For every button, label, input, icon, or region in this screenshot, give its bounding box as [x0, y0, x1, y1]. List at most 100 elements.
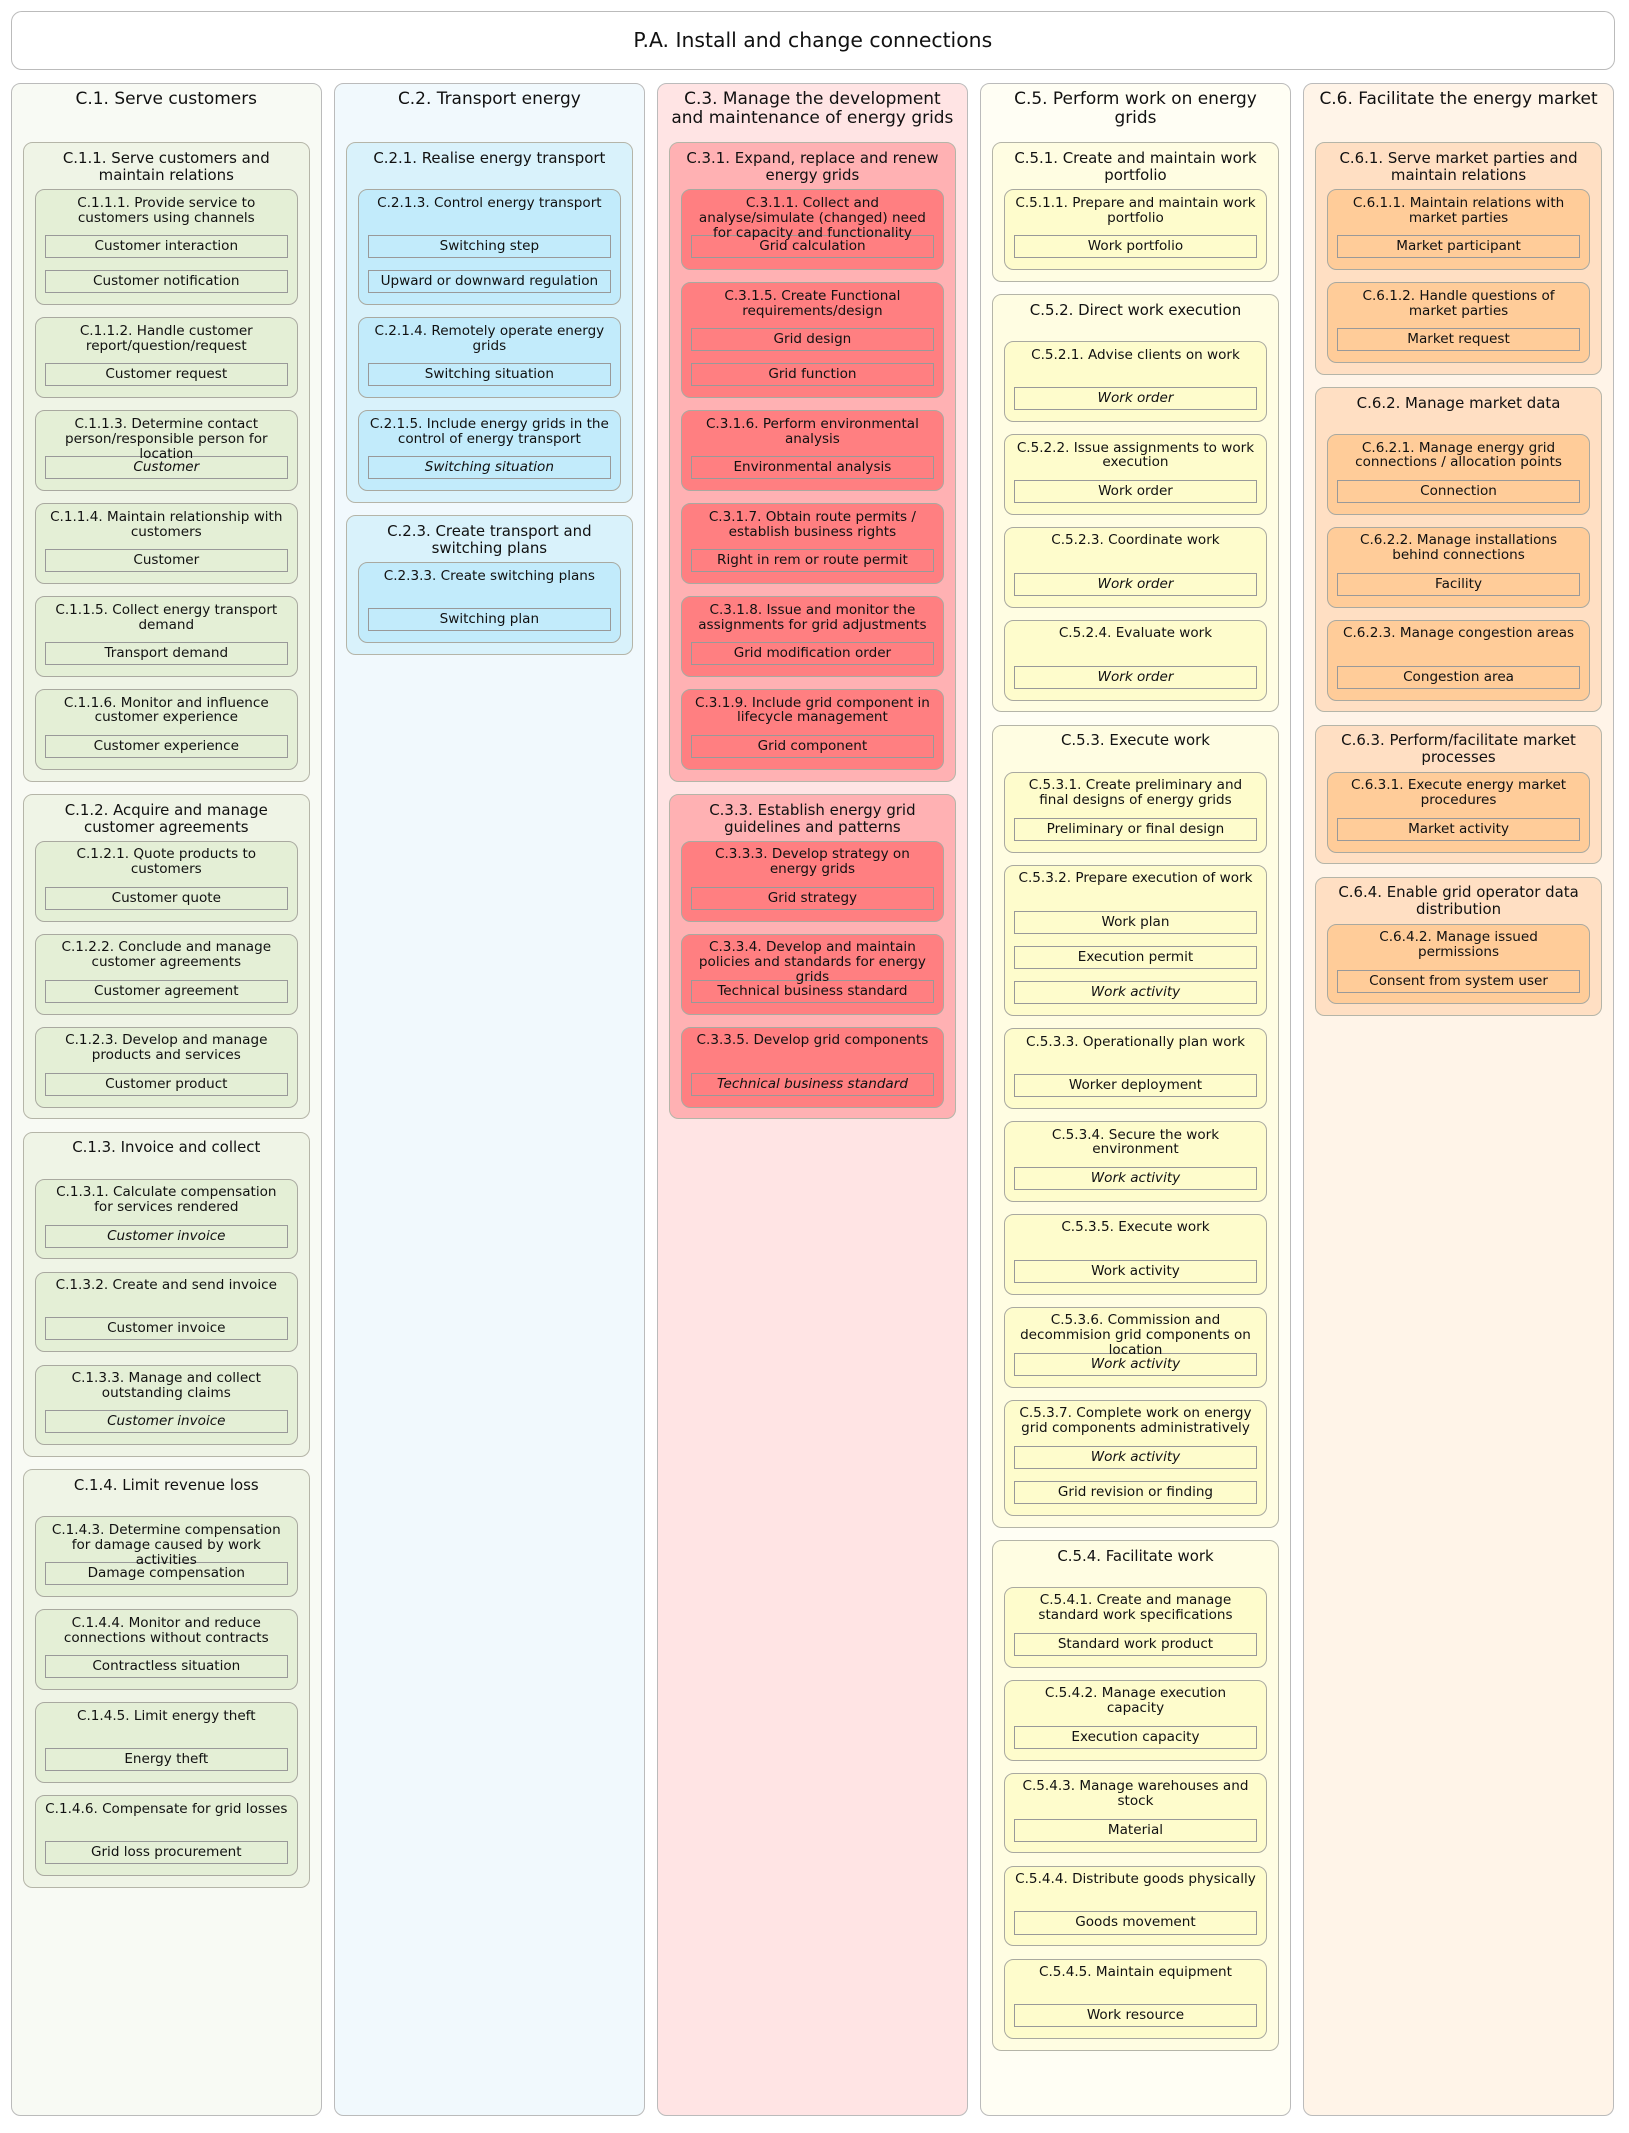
- capability-group: C.5.4. Facilitate work C.5.4.1. Create an…: [991, 1539, 1280, 2052]
- data-object-item: Grid revision or finding: [1014, 1480, 1257, 1504]
- group-title: C.3.1. Expand, replace and renew energy …: [686, 148, 939, 184]
- data-object-item: Market activity: [1337, 817, 1580, 841]
- process-box: C.3.1.7. Obtain route permits / establis…: [680, 503, 945, 584]
- data-object-item: Switching situation: [368, 363, 611, 387]
- capability-group: C.6.4. Enable grid operator data distrib…: [1314, 876, 1603, 1017]
- data-object-item: Damage compensation: [45, 1562, 288, 1586]
- data-object-item: Customer: [45, 456, 288, 480]
- data-object-item: Execution permit: [1014, 945, 1257, 969]
- process-title: C.5.3.3. Operationally plan work: [1025, 1033, 1245, 1050]
- process-title: C.3.1.9. Include grid component in lifec…: [694, 694, 930, 726]
- data-object-item: Work activity: [1014, 1259, 1257, 1283]
- process-box: C.5.3.4. Secure the work environment Work…: [1003, 1121, 1268, 1202]
- capability-group: C.1.3. Invoice and collect C.1.3.1. Calcu…: [22, 1131, 310, 1458]
- process-box: C.5.3.5. Execute work Work activity: [1003, 1213, 1268, 1295]
- process-title: C.6.1.1. Maintain relations with market …: [1352, 194, 1565, 226]
- process-box: C.1.4.3. Determine compensation for dama…: [34, 1516, 298, 1598]
- capability-group: C.2.1. Realise energy transport C.2.1.3. …: [345, 142, 633, 503]
- group-title: C.6.2. Manage market data: [1356, 393, 1561, 412]
- process-box: C.1.4.5. Limit energy theft Energy theft: [34, 1702, 298, 1783]
- data-object-item: Switching situation: [368, 456, 611, 480]
- data-object-item: Congestion area: [1337, 665, 1580, 689]
- process-box: C.1.1.6. Monitor and influence customer …: [34, 689, 298, 770]
- capability-column: C.2. Transport energy C.2.1. Realise ener…: [333, 82, 645, 2117]
- process-title: C.5.4.1. Create and manage standard work…: [1038, 1592, 1233, 1624]
- group-title: C.6.3. Perform/facilitate market process…: [1341, 731, 1576, 767]
- process-box: C.5.3.1. Create preliminary and final de…: [1003, 771, 1268, 853]
- data-object-item: Switching step: [368, 235, 611, 259]
- process-box: C.5.3.6. Commission and decommision grid…: [1003, 1306, 1268, 1388]
- capability-group: C.6.1. Serve market parties and maintain…: [1314, 142, 1603, 375]
- data-object-item: Goods movement: [1014, 1911, 1257, 1935]
- data-object-item: Connection: [1337, 479, 1580, 503]
- process-box: C.1.3.2. Create and send invoice Customer…: [34, 1271, 298, 1353]
- capability-columns: C.1. Serve customers C.1.1. Serve custome…: [10, 82, 1614, 2117]
- process-box: C.3.3.4. Develop and maintain policies a…: [680, 933, 945, 1015]
- process-box: C.1.1.4. Maintain relationship with cust…: [34, 503, 298, 584]
- process-title: C.3.3.5. Develop grid components: [696, 1032, 929, 1049]
- group-title: C.5.1. Create and maintain work portfoli…: [1014, 148, 1257, 184]
- process-title: C.1.3.1. Calculate compensation for serv…: [56, 1184, 277, 1216]
- process-title: C.5.3.5. Execute work: [1061, 1219, 1210, 1236]
- process-box: C.5.3.3. Operationally plan work Worker d…: [1003, 1028, 1268, 1109]
- capability-group: C.1.4. Limit revenue loss C.1.4.3. Determ…: [22, 1469, 310, 1888]
- process-title: C.3.1.1. Collect and analyse/simulate (c…: [698, 194, 926, 241]
- process-box: C.1.2.1. Quote products to customers Cust…: [34, 841, 298, 922]
- process-title: C.1.2.2. Conclude and manage customer ag…: [61, 939, 272, 971]
- process-title: C.3.1.5. Create Functional requirements/…: [724, 287, 901, 319]
- capability-group: C.5.2. Direct work execution C.5.2.1. Adv…: [991, 294, 1280, 713]
- process-title: C.1.1.3. Determine contact person/respon…: [65, 415, 268, 462]
- group-title: C.1.2. Acquire and manage customer agree…: [64, 800, 268, 836]
- process-title: C.3.3.3. Develop strategy on energy grid…: [714, 846, 910, 878]
- process-title: C.6.1.2. Handle questions of market part…: [1362, 287, 1555, 319]
- data-object-item: Right in rem or route permit: [691, 549, 934, 573]
- data-object-item: Grid calculation: [691, 235, 934, 259]
- column-title: C.6. Facilitate the energy market: [1319, 88, 1598, 109]
- data-object-item: Customer notification: [45, 270, 288, 294]
- process-title: C.5.3.7. Complete work on energy grid co…: [1019, 1405, 1252, 1437]
- data-object-item: Grid modification order: [691, 641, 934, 666]
- process-box: C.5.4.2. Manage execution capacity Execut…: [1003, 1679, 1268, 1761]
- process-title: C.5.3.2. Prepare execution of work: [1018, 870, 1253, 887]
- data-object-item: Customer experience: [45, 734, 288, 758]
- process-title: C.3.1.6. Perform environmental analysis: [705, 415, 919, 447]
- capability-group: C.3.3. Establish energy grid guidelines …: [668, 793, 956, 1120]
- process-title: C.5.1.1. Prepare and maintain work portf…: [1015, 194, 1256, 226]
- process-box: C.1.1.5. Collect energy transport demand…: [34, 596, 298, 677]
- data-object-item: Customer invoice: [45, 1410, 288, 1434]
- process-box: C.6.1.2. Handle questions of market part…: [1326, 282, 1591, 363]
- capability-column: C.1. Serve customers C.1.1. Serve custome…: [10, 82, 322, 2117]
- process-title: C.2.1.3. Control energy transport: [377, 194, 602, 211]
- process-title: C.3.1.7. Obtain route permits / establis…: [708, 508, 916, 540]
- data-object-item: Technical business standard: [691, 1072, 934, 1096]
- data-object-item: Work activity: [1014, 1352, 1257, 1376]
- data-object-item: Customer invoice: [45, 1224, 288, 1248]
- data-object-item: Contractless situation: [45, 1655, 288, 1679]
- capability-group: C.6.3. Perform/facilitate market process…: [1314, 724, 1603, 865]
- process-title: C.5.3.6. Commission and decommision grid…: [1020, 1312, 1251, 1359]
- capability-group: C.1.2. Acquire and manage customer agree…: [22, 793, 310, 1120]
- process-box: C.5.3.2. Prepare execution of work Work p…: [1003, 864, 1268, 1016]
- data-object-item: Transport demand: [45, 641, 288, 666]
- process-title: C.1.2.1. Quote products to customers: [76, 846, 257, 878]
- group-title: C.5.3. Execute work: [1061, 731, 1210, 750]
- capability-group: C.5.3. Execute work C.5.3.1. Create preli…: [991, 724, 1280, 1528]
- group-title: C.3.3. Establish energy grid guidelines …: [709, 800, 916, 836]
- column-title: C.2. Transport energy: [397, 88, 581, 109]
- process-title: C.6.2.3. Manage congestion areas: [1343, 625, 1575, 642]
- group-title: C.6.1. Serve market parties and maintain…: [1339, 148, 1578, 184]
- process-box: C.5.4.4. Distribute goods physically Good…: [1003, 1865, 1268, 1947]
- process-box: C.6.3.1. Execute energy market procedure…: [1326, 771, 1591, 853]
- process-box: C.5.2.1. Advise clients on work Work orde…: [1003, 341, 1268, 422]
- process-box: C.6.2.2. Manage installations behind con…: [1326, 527, 1591, 608]
- capability-column: C.5. Perform work on energy grids C.5.1. …: [980, 82, 1291, 2117]
- data-object-item: Material: [1014, 1818, 1257, 1842]
- group-title: C.2.1. Realise energy transport: [373, 148, 606, 167]
- process-box: C.2.3.3. Create switching plans Switching…: [357, 562, 622, 643]
- capability-group: C.2.3. Create transport and switching pl…: [345, 515, 633, 655]
- process-box: C.3.1.9. Include grid component in lifec…: [680, 689, 945, 770]
- data-object-item: Execution capacity: [1014, 1725, 1257, 1749]
- process-box: C.3.1.8. Issue and monitor the assignmen…: [680, 596, 945, 677]
- process-box: C.1.1.1. Provide service to customers us…: [34, 189, 298, 306]
- data-object-item: Work order: [1014, 572, 1257, 596]
